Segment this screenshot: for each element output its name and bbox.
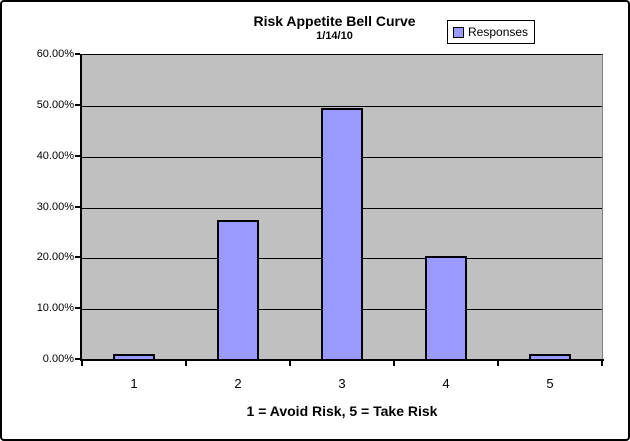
bar-category-5 (529, 354, 571, 360)
x-tick-mark (185, 361, 187, 366)
chart-subtitle: 1/14/10 (316, 30, 353, 42)
x-tick-mark (497, 361, 499, 366)
y-tick-mark (75, 205, 80, 208)
y-tick-label: 60.00% (36, 48, 74, 60)
y-tick-mark (75, 53, 80, 55)
x-tick-mark (81, 361, 83, 366)
x-tick-label: 1 (130, 376, 138, 391)
y-tick-label: 40.00% (36, 149, 74, 162)
y-tick-label: 10.00% (36, 302, 74, 315)
x-axis-title: 1 = Avoid Risk, 5 = Take Risk (246, 403, 438, 419)
x-tick-label: 3 (338, 376, 346, 391)
y-tick-label: 0.00% (42, 353, 74, 365)
y-tick-label: 20.00% (36, 251, 74, 264)
x-axis-line (80, 359, 604, 361)
x-tick-mark (289, 361, 291, 366)
gridline (82, 105, 602, 107)
x-tick-mark (393, 361, 395, 366)
legend: Responses (447, 20, 536, 44)
y-tick-mark (75, 307, 80, 310)
x-tick-label: 2 (234, 376, 242, 391)
y-tick-mark (75, 154, 80, 157)
title-block: Risk Appetite Bell Curve 1/14/10 (82, 13, 587, 43)
y-tick-mark (75, 358, 80, 360)
bar-category-2 (217, 220, 259, 360)
bar-category-1 (113, 354, 155, 360)
y-tick-label: 30.00% (36, 200, 74, 213)
y-tick-label: 50.00% (36, 98, 74, 111)
legend-marker-icon (453, 26, 464, 38)
plot-area (82, 54, 603, 360)
chart-title: Risk Appetite Bell Curve (253, 13, 416, 29)
bar-category-4 (425, 256, 467, 360)
y-axis-line (80, 54, 82, 361)
y-tick-mark (75, 256, 80, 259)
x-tick-label: 4 (442, 376, 450, 391)
x-tick-label: 5 (546, 376, 554, 391)
bar-category-3 (321, 108, 363, 360)
legend-label: Responses (468, 25, 529, 39)
y-tick-mark (75, 103, 80, 106)
x-tick-mark (601, 361, 603, 366)
